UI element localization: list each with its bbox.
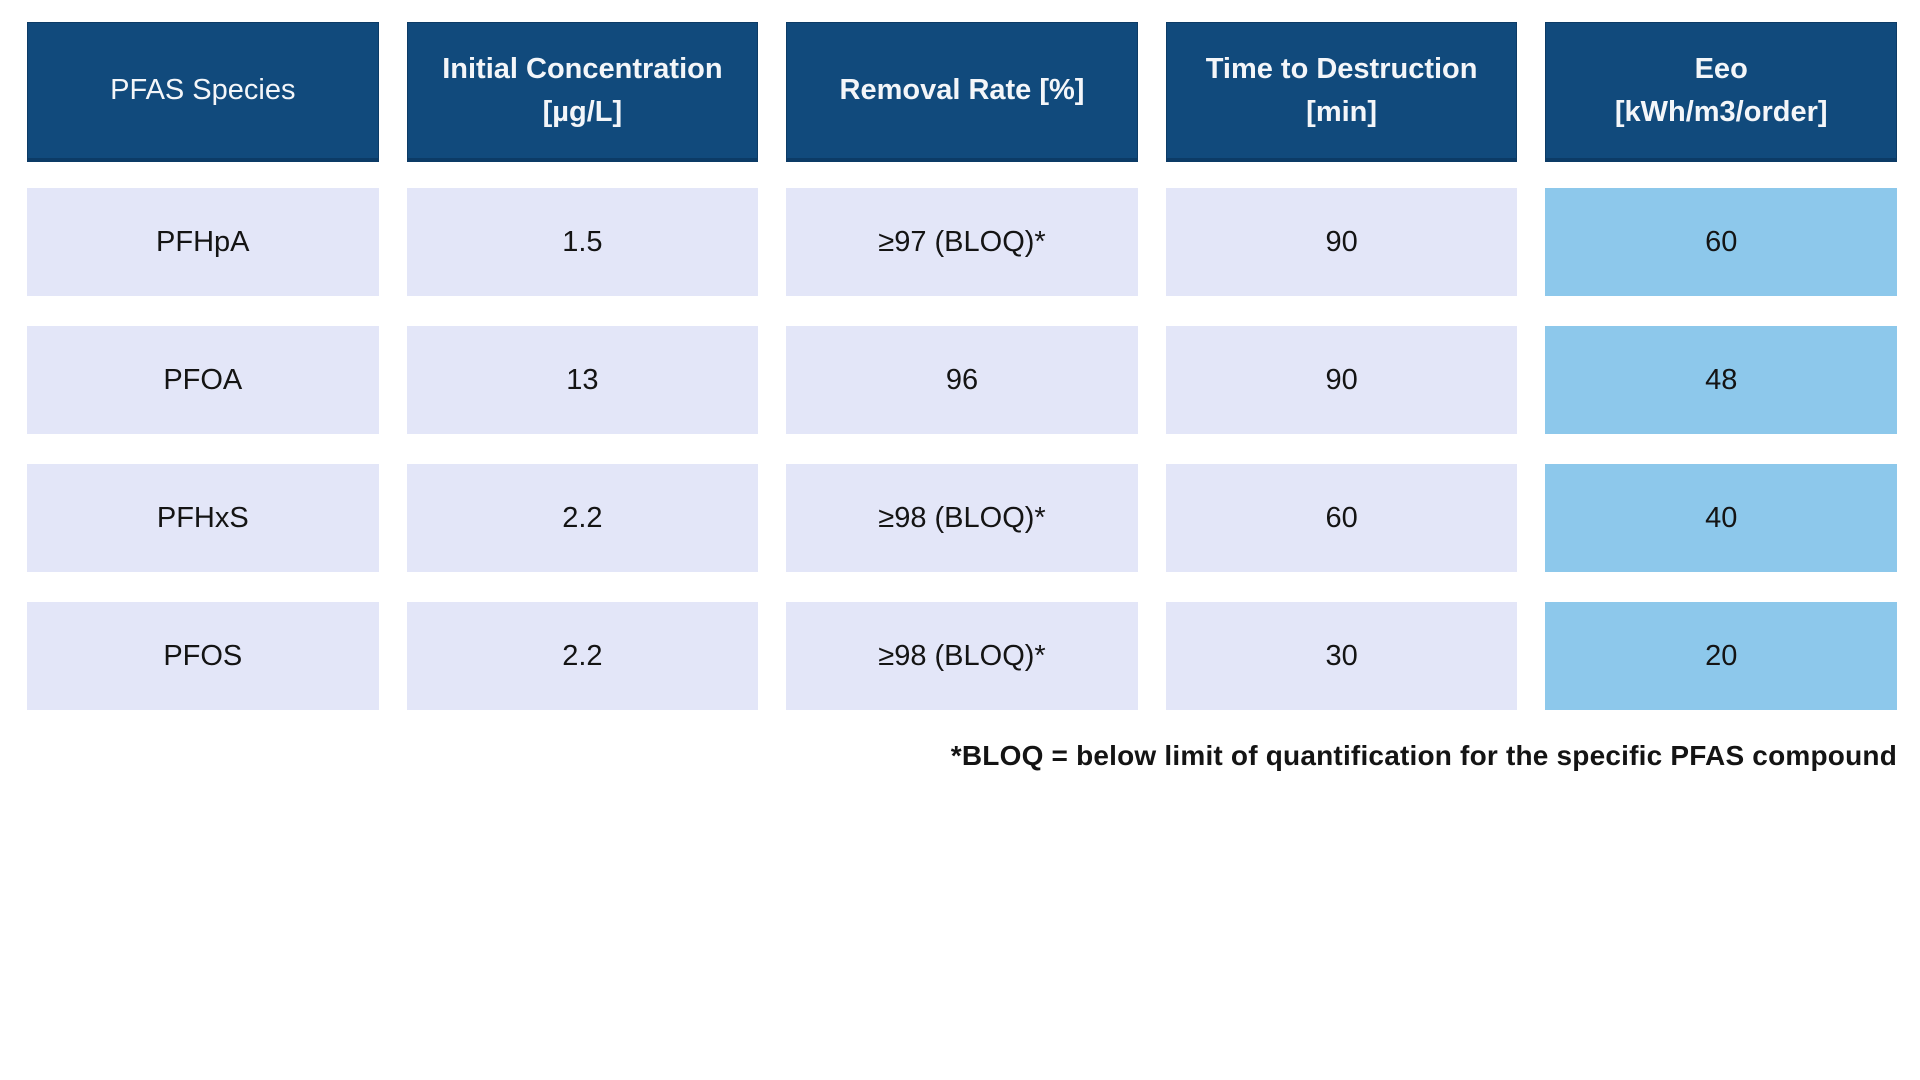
cell-initial-concentration: 1.5	[406, 188, 759, 296]
header-cell-time-to-destruction: Time to Destruction [min]	[1165, 22, 1518, 162]
cell-eeo: 48	[1545, 326, 1897, 434]
cell-eeo: 60	[1545, 188, 1897, 296]
cell-eeo: 40	[1545, 464, 1897, 572]
cell-time-to-destruction: 90	[1165, 188, 1518, 296]
cell-time-to-destruction: 30	[1165, 602, 1518, 710]
cell-initial-concentration: 13	[406, 326, 759, 434]
cell-time-to-destruction: 90	[1165, 326, 1518, 434]
header-cell-pfas-species: PFAS Species	[27, 22, 379, 162]
cell-species: PFHpA	[27, 188, 379, 296]
cell-eeo: 20	[1545, 602, 1897, 710]
header-cell-initial-concentration: Initial Concentration [µg/L]	[406, 22, 759, 162]
cell-removal-rate: ≥97 (BLOQ)*	[786, 188, 1138, 296]
cell-removal-rate: ≥98 (BLOQ)*	[786, 602, 1138, 710]
bloq-footnote: *BLOQ = below limit of quantification fo…	[950, 740, 1897, 771]
cell-initial-concentration: 2.2	[406, 602, 759, 710]
table-row-pfhpa: PFHpA 1.5 ≥97 (BLOQ)* 90 60	[27, 188, 1897, 296]
cell-species: PFOA	[27, 326, 379, 434]
cell-species: PFHxS	[27, 464, 379, 572]
table-row-pfhxs: PFHxS 2.2 ≥98 (BLOQ)* 60 40	[27, 464, 1897, 572]
cell-species: PFOS	[27, 602, 379, 710]
table-row-pfoa: PFOA 13 96 90 48	[27, 326, 1897, 434]
cell-removal-rate: ≥98 (BLOQ)*	[786, 464, 1138, 572]
cell-removal-rate: 96	[786, 326, 1138, 434]
header-cell-removal-rate: Removal Rate [%]	[786, 22, 1138, 162]
cell-time-to-destruction: 60	[1165, 464, 1518, 572]
table-header-row: PFAS Species Initial Concentration [µg/L…	[27, 22, 1897, 162]
header-cell-eeo: Eeo [kWh/m3/order]	[1545, 22, 1897, 162]
cell-initial-concentration: 2.2	[406, 464, 759, 572]
table-row-pfos: PFOS 2.2 ≥98 (BLOQ)* 30 20	[27, 602, 1897, 710]
pfas-results-table: PFAS Species Initial Concentration [µg/L…	[27, 22, 1897, 772]
